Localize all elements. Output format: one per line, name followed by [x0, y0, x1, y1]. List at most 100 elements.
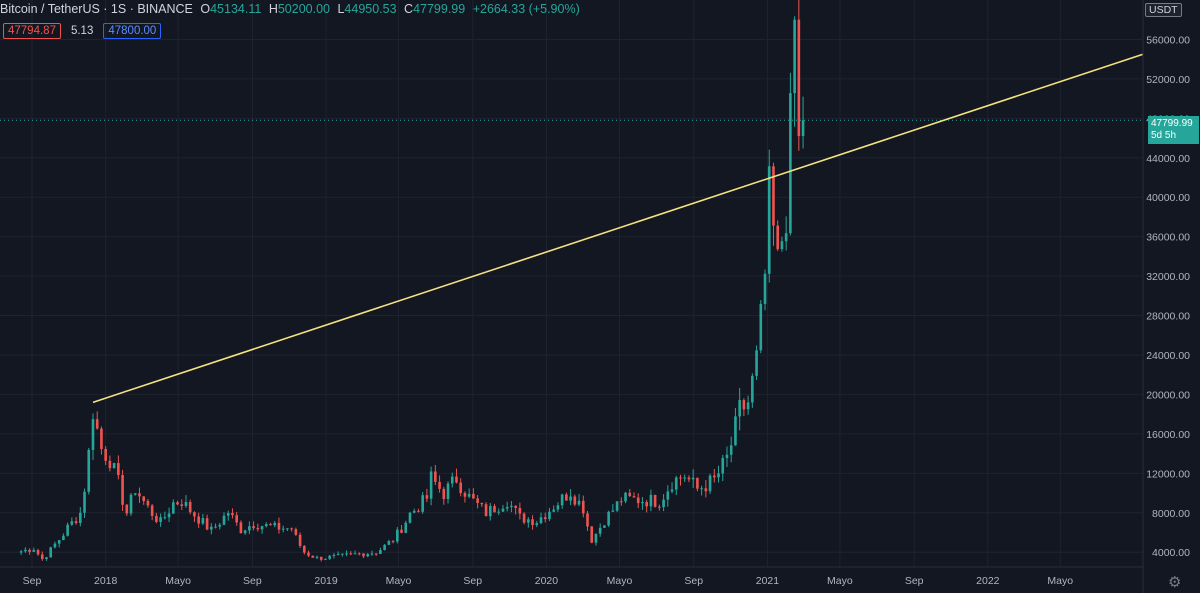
candle[interactable] [628, 489, 632, 497]
candle[interactable] [746, 395, 750, 415]
candle[interactable] [57, 539, 61, 548]
candle[interactable] [188, 499, 192, 515]
candle[interactable] [687, 475, 691, 483]
candle[interactable] [527, 517, 530, 528]
candle[interactable] [708, 473, 712, 495]
candle[interactable] [315, 555, 319, 559]
candle[interactable] [556, 502, 560, 513]
candle[interactable] [763, 269, 767, 311]
candle[interactable] [218, 522, 222, 530]
candle[interactable] [256, 523, 260, 532]
candle[interactable] [751, 373, 754, 408]
candle[interactable] [70, 517, 74, 526]
candle[interactable] [277, 517, 281, 534]
candle[interactable] [632, 492, 636, 498]
candle[interactable] [117, 455, 120, 480]
candle[interactable] [700, 485, 703, 496]
candle[interactable] [243, 529, 247, 535]
candle[interactable] [586, 510, 589, 531]
candle[interactable] [467, 488, 471, 499]
candle[interactable] [670, 482, 674, 494]
candle[interactable] [138, 487, 141, 503]
candle[interactable] [307, 550, 310, 558]
candle[interactable] [133, 493, 137, 496]
candle[interactable] [607, 510, 610, 527]
candle[interactable] [108, 455, 112, 472]
candle[interactable] [125, 504, 129, 517]
candle[interactable] [171, 499, 175, 515]
candle[interactable] [193, 511, 196, 522]
candle[interactable] [645, 499, 648, 513]
candle[interactable] [636, 493, 640, 509]
candle[interactable] [112, 462, 116, 469]
candle[interactable] [674, 475, 678, 496]
candle[interactable] [615, 501, 619, 513]
candle[interactable] [74, 517, 78, 525]
candle[interactable] [488, 502, 492, 521]
candle[interactable] [653, 494, 657, 508]
candle[interactable] [332, 552, 336, 559]
candle[interactable] [49, 546, 53, 558]
candle[interactable] [95, 411, 99, 430]
candle[interactable] [370, 550, 374, 556]
candle[interactable] [734, 408, 737, 446]
candle[interactable] [142, 496, 146, 505]
candle[interactable] [738, 387, 741, 431]
candle[interactable] [281, 525, 285, 533]
candle[interactable] [235, 511, 239, 526]
candle[interactable] [594, 533, 598, 546]
candle[interactable] [450, 472, 454, 488]
candle[interactable] [801, 96, 805, 149]
candle[interactable] [214, 523, 217, 529]
candle[interactable] [573, 494, 577, 507]
candle[interactable] [577, 493, 581, 507]
candle[interactable] [391, 540, 395, 544]
candle[interactable] [569, 489, 572, 506]
candle[interactable] [155, 512, 158, 524]
candle[interactable] [328, 554, 331, 560]
time-axis[interactable]: Sep 2018 Mayo Sep 2019 Mayo Sep 2020 Mayo Sep 2021… [23, 575, 1074, 587]
candle[interactable] [366, 552, 370, 558]
trendline[interactable] [92, 53, 1144, 404]
candle[interactable] [36, 548, 40, 556]
candle[interactable] [767, 149, 771, 283]
candle[interactable] [442, 486, 446, 505]
candle[interactable] [712, 469, 716, 483]
candle[interactable] [146, 498, 150, 508]
candle[interactable] [611, 504, 615, 512]
candle[interactable] [522, 512, 526, 525]
candle[interactable] [150, 503, 154, 521]
candle[interactable] [476, 494, 479, 509]
candle[interactable] [100, 426, 103, 455]
candle[interactable] [176, 500, 179, 506]
candle[interactable] [704, 480, 708, 498]
candle[interactable] [472, 488, 475, 500]
sell-price-button[interactable]: 47794.87 [3, 23, 61, 39]
candle[interactable] [658, 504, 661, 511]
candle[interactable] [383, 543, 386, 551]
candle[interactable] [66, 522, 69, 537]
candle[interactable] [662, 494, 665, 512]
candle[interactable] [252, 521, 255, 531]
candle[interactable] [231, 508, 234, 519]
candle[interactable] [446, 481, 450, 504]
candle[interactable] [222, 512, 226, 526]
candle[interactable] [374, 553, 378, 557]
candle[interactable] [167, 507, 171, 523]
candle[interactable] [104, 446, 107, 466]
candle[interactable] [603, 525, 606, 528]
candle[interactable] [425, 488, 429, 503]
candle[interactable] [535, 520, 539, 528]
candle[interactable] [759, 300, 763, 354]
candle[interactable] [501, 504, 505, 512]
candle[interactable] [497, 508, 501, 516]
candle[interactable] [180, 499, 184, 510]
candle[interactable] [40, 551, 44, 561]
candle[interactable] [78, 507, 82, 527]
candle[interactable] [505, 501, 509, 512]
candle[interactable] [239, 520, 243, 534]
candle[interactable] [273, 520, 277, 528]
candle[interactable] [531, 515, 534, 530]
candle[interactable] [404, 520, 408, 534]
candle[interactable] [641, 497, 644, 510]
